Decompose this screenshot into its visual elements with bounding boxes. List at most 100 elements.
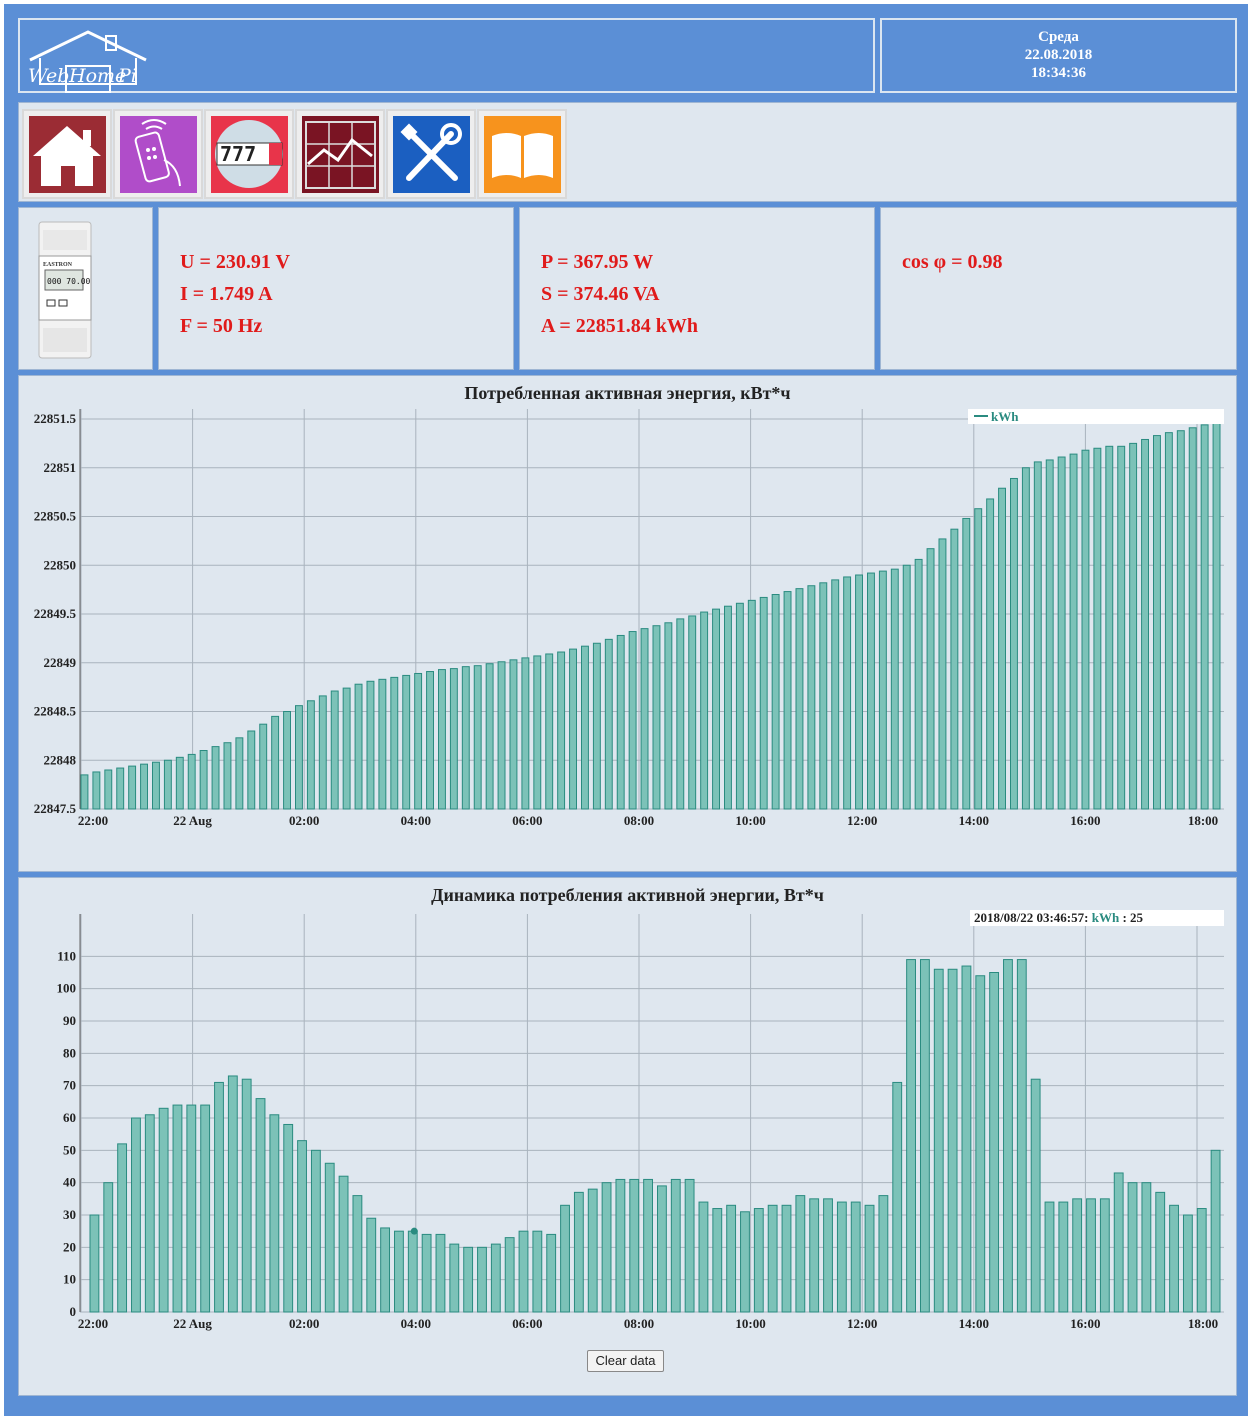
bar[interactable] — [200, 1104, 211, 1313]
bar[interactable] — [104, 769, 113, 810]
bar[interactable] — [616, 634, 625, 810]
bar[interactable] — [545, 653, 554, 810]
bar[interactable] — [463, 1246, 474, 1313]
nav-docs-button[interactable] — [477, 109, 567, 199]
bar[interactable] — [421, 1233, 432, 1313]
energy-chart[interactable]: 22847.5 22848 22848.5 22849 22849.5 22850 2285… — [18, 375, 1237, 872]
bar[interactable] — [521, 657, 530, 810]
bar[interactable] — [1057, 456, 1066, 810]
bar[interactable] — [1016, 959, 1027, 1313]
bar[interactable] — [688, 615, 697, 810]
bar[interactable] — [676, 618, 685, 810]
clear-data-button[interactable]: Clear data — [587, 1350, 664, 1372]
bar[interactable] — [740, 1211, 750, 1313]
bar[interactable] — [1021, 467, 1030, 810]
bar[interactable] — [771, 594, 780, 810]
bar[interactable] — [402, 674, 411, 810]
bar[interactable] — [823, 1198, 833, 1313]
bar[interactable] — [601, 1182, 612, 1313]
nav-settings-button[interactable] — [386, 109, 476, 199]
bar[interactable] — [223, 742, 232, 810]
bar[interactable] — [902, 564, 911, 810]
bar[interactable] — [366, 680, 375, 810]
bar[interactable] — [546, 1233, 557, 1313]
bar[interactable] — [227, 1075, 238, 1313]
bar[interactable] — [962, 517, 971, 810]
bar[interactable] — [640, 628, 649, 810]
bar[interactable] — [297, 1140, 307, 1313]
bar[interactable] — [1081, 449, 1090, 810]
bar[interactable] — [116, 767, 125, 810]
bar[interactable] — [1188, 427, 1197, 810]
bar[interactable] — [1141, 438, 1150, 810]
bar[interactable] — [950, 528, 959, 810]
bar[interactable] — [878, 1195, 889, 1313]
bar[interactable] — [712, 1208, 723, 1313]
bar[interactable] — [186, 1104, 197, 1313]
bar[interactable] — [933, 968, 944, 1313]
bar[interactable] — [652, 625, 661, 810]
bar[interactable] — [629, 1178, 640, 1313]
bar[interactable] — [449, 668, 458, 810]
bar[interactable] — [490, 1243, 501, 1313]
bar[interactable] — [643, 1178, 653, 1313]
bar[interactable] — [1033, 461, 1042, 810]
bar[interactable] — [330, 690, 339, 810]
bar[interactable] — [131, 1117, 141, 1313]
bar[interactable] — [414, 672, 423, 810]
bar[interactable] — [485, 663, 494, 810]
bar[interactable] — [1212, 418, 1221, 810]
bar[interactable] — [172, 1104, 183, 1313]
bar[interactable] — [461, 666, 470, 810]
bar[interactable] — [557, 651, 566, 810]
bar[interactable] — [1113, 1172, 1124, 1313]
bar[interactable] — [989, 972, 1000, 1313]
bar[interactable] — [407, 1230, 418, 1313]
bar[interactable] — [449, 1243, 460, 1313]
bar[interactable] — [998, 487, 1006, 810]
bar[interactable] — [592, 642, 601, 810]
bar[interactable] — [255, 1098, 266, 1313]
bar[interactable] — [283, 711, 292, 810]
bar[interactable] — [657, 1185, 667, 1313]
bar[interactable] — [855, 574, 863, 810]
bar[interactable] — [435, 1233, 446, 1313]
bar[interactable] — [783, 591, 792, 810]
bar[interactable] — [807, 585, 816, 810]
bar[interactable] — [1169, 1204, 1179, 1313]
bar[interactable] — [352, 1195, 363, 1313]
bar[interactable] — [354, 683, 363, 810]
bar[interactable] — [867, 572, 875, 810]
bar[interactable] — [781, 1204, 792, 1313]
bar[interactable] — [103, 1182, 114, 1313]
bar[interactable] — [664, 622, 673, 810]
bar[interactable] — [974, 508, 983, 810]
bar[interactable] — [1176, 430, 1185, 810]
bar[interactable] — [795, 1195, 806, 1313]
bar[interactable] — [295, 705, 303, 810]
bar[interactable] — [1141, 1182, 1152, 1313]
bar[interactable] — [211, 746, 220, 810]
bar[interactable] — [342, 687, 351, 810]
bar[interactable] — [504, 1237, 515, 1313]
bar[interactable] — [318, 695, 327, 810]
bar[interactable] — [1210, 1149, 1221, 1313]
bar[interactable] — [532, 1230, 543, 1313]
bar[interactable] — [1153, 435, 1161, 810]
bar[interactable] — [1045, 459, 1054, 810]
bar[interactable] — [581, 645, 589, 810]
bar[interactable] — [378, 678, 387, 810]
bar[interactable] — [144, 1114, 155, 1313]
bar[interactable] — [1072, 1198, 1083, 1313]
bar[interactable] — [390, 676, 399, 810]
bar[interactable] — [269, 1114, 280, 1313]
bar[interactable] — [809, 1198, 820, 1313]
bar[interactable] — [152, 761, 160, 810]
bar[interactable] — [1058, 1201, 1069, 1313]
bar[interactable] — [1069, 453, 1078, 810]
bar[interactable] — [1003, 959, 1013, 1313]
bar[interactable] — [975, 975, 986, 1313]
bar[interactable] — [426, 671, 435, 810]
bar[interactable] — [914, 558, 923, 810]
bar[interactable] — [247, 730, 256, 810]
